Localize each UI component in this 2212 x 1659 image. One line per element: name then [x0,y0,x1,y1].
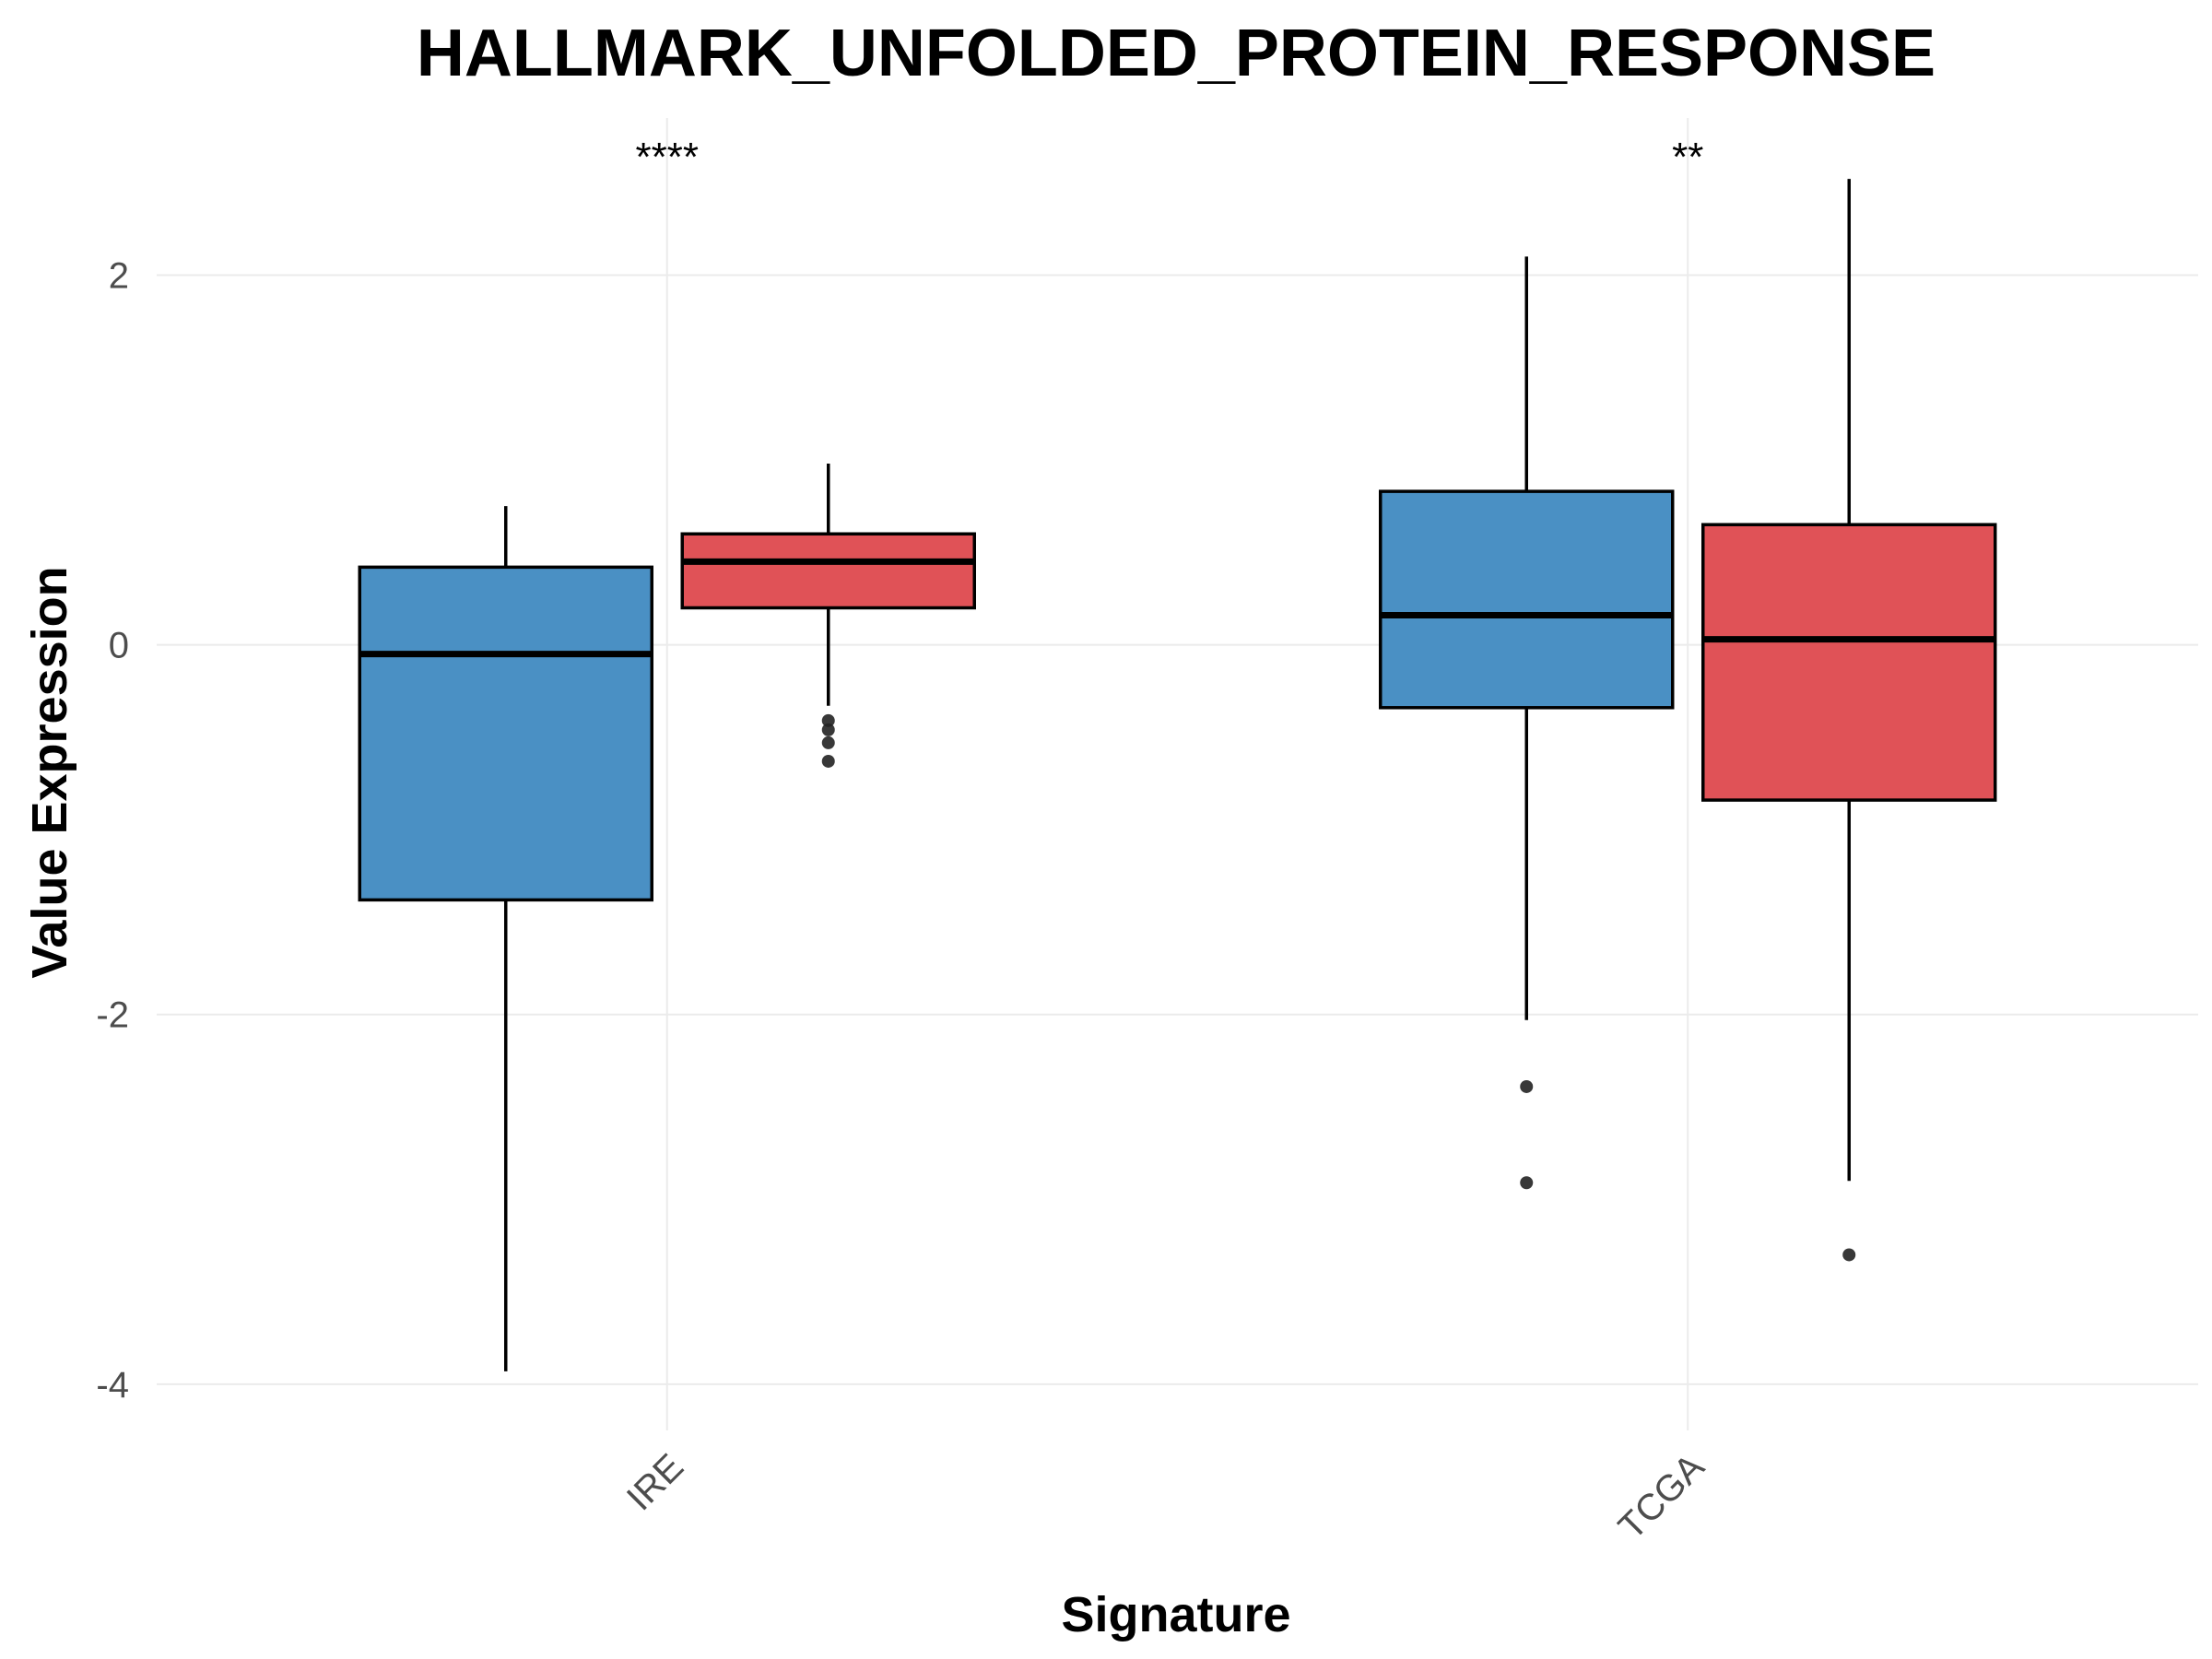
outlier-point [821,723,835,736]
outlier-point [821,754,835,768]
y-tick-label: 0 [109,626,129,666]
outlier-point [1842,1248,1856,1262]
box-iqr [1701,523,1997,802]
x-tick-label: TCGA [1611,1446,1712,1547]
y-tick-label: -4 [96,1365,129,1406]
x-tick-label: IRE [619,1446,691,1518]
x-axis-title: Signature [1061,1587,1290,1642]
outlier-point [821,735,835,749]
y-axis-title: Value Expression [22,566,77,978]
outlier-point [1520,1079,1534,1093]
chart-title: HALLMARK_UNFOLDED_PROTEIN_RESPONSE [417,17,1936,90]
outlier-point [821,713,835,727]
box-iqr [680,532,976,610]
box-group [1379,256,1675,1190]
significance-label: ** [1672,135,1703,180]
y-tick-label: -2 [96,995,129,1036]
y-tick-label: 2 [109,255,129,296]
box-group [358,506,653,1371]
box-iqr [358,565,653,902]
significance-label: **** [636,135,700,180]
box-group [680,464,976,768]
marks-layer [358,179,1997,1371]
box-group [1701,179,1997,1262]
outlier-point [1520,1176,1534,1190]
box-iqr [1379,489,1675,710]
labels-layer: HALLMARK_UNFOLDED_PROTEIN_RESPONSE Signa… [22,17,1936,1642]
